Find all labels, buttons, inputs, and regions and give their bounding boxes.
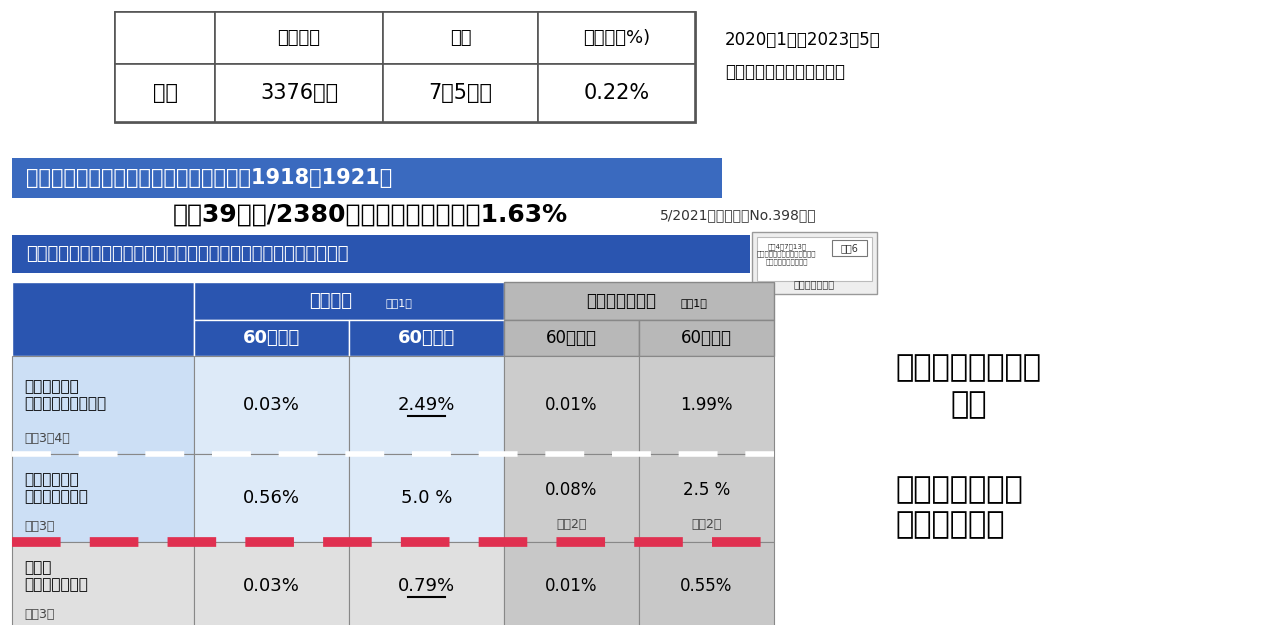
Text: 2.5 %: 2.5 % bbox=[682, 481, 730, 499]
Text: （注3）: （注3） bbox=[24, 519, 54, 532]
Text: 新型コロナ・
デルタ株流行期: 新型コロナ・ デルタ株流行期 bbox=[24, 472, 88, 504]
Bar bbox=[832, 240, 867, 256]
Text: （参考）致死率: （参考）致死率 bbox=[586, 292, 657, 310]
Bar bbox=[504, 454, 639, 542]
Text: 0.01%: 0.01% bbox=[545, 396, 598, 414]
Text: 0.79%: 0.79% bbox=[398, 577, 456, 595]
Bar bbox=[195, 282, 504, 320]
Text: マスク・手洗いの: マスク・手洗いの bbox=[895, 354, 1041, 382]
Bar bbox=[115, 12, 695, 122]
Text: 60歳以上: 60歳以上 bbox=[398, 329, 456, 347]
Text: （注3、4）: （注3、4） bbox=[24, 431, 69, 444]
Text: 致死率（%): 致死率（%) bbox=[582, 29, 650, 47]
Text: 5.0 %: 5.0 % bbox=[401, 489, 452, 507]
Text: 新型コロナ・
オミクロン株流行期: 新型コロナ・ オミクロン株流行期 bbox=[24, 379, 106, 411]
Text: 高齢者で高い重: 高齢者で高い重 bbox=[895, 476, 1023, 504]
Text: （注2）: （注2） bbox=[557, 518, 586, 531]
Bar bbox=[538, 64, 695, 122]
Bar bbox=[753, 232, 877, 294]
Bar bbox=[12, 158, 722, 198]
Bar bbox=[12, 542, 195, 625]
Text: 2020年1月〜2023年5月: 2020年1月〜2023年5月 bbox=[724, 31, 881, 49]
Text: 60歳以上: 60歳以上 bbox=[681, 329, 732, 347]
Bar bbox=[349, 542, 504, 625]
Bar bbox=[504, 356, 639, 454]
Bar bbox=[115, 64, 215, 122]
Bar bbox=[504, 282, 774, 320]
Text: 3376万人: 3376万人 bbox=[260, 83, 338, 103]
Text: 死者39万人/2380万人感染者＝致死率1.63%: 死者39万人/2380万人感染者＝致死率1.63% bbox=[173, 203, 567, 227]
Text: 1.99%: 1.99% bbox=[680, 396, 732, 414]
Text: スペイン風邪の国内感染者数と死者数（1918〜1921）: スペイン風邪の国内感染者数と死者数（1918〜1921） bbox=[26, 168, 392, 188]
Bar bbox=[195, 356, 349, 454]
Bar bbox=[639, 454, 774, 542]
Bar bbox=[756, 237, 872, 281]
Bar bbox=[215, 64, 383, 122]
Text: 60歳未満: 60歳未満 bbox=[243, 329, 300, 347]
Bar bbox=[195, 320, 349, 356]
Text: 令和4年7月13日
新型コロナウイルス感染症対策
アドバイザリーボード: 令和4年7月13日 新型コロナウイルス感染症対策 アドバイザリーボード bbox=[756, 243, 817, 265]
Bar bbox=[349, 454, 504, 542]
Bar bbox=[383, 64, 538, 122]
Bar bbox=[12, 235, 750, 273]
Text: 死亡: 死亡 bbox=[449, 29, 471, 47]
Text: 0.03%: 0.03% bbox=[243, 396, 300, 414]
Bar bbox=[349, 320, 504, 356]
Text: 0.08%: 0.08% bbox=[545, 481, 598, 499]
Text: 推奨: 推奨 bbox=[950, 391, 987, 419]
Text: 5/2021　複十字　No.398より: 5/2021 複十字 No.398より bbox=[660, 208, 817, 222]
Bar bbox=[504, 320, 639, 356]
Text: 季節性
インフルエンザ: 季節性 インフルエンザ bbox=[24, 560, 88, 592]
Text: 0.56%: 0.56% bbox=[243, 489, 300, 507]
Bar bbox=[504, 542, 639, 625]
Bar bbox=[12, 282, 195, 356]
Bar bbox=[115, 12, 215, 64]
Text: （注1）: （注1） bbox=[681, 298, 708, 308]
Text: 厚労省データ（梶原計算）: 厚労省データ（梶原計算） bbox=[724, 63, 845, 81]
Text: （注2）: （注2） bbox=[691, 518, 722, 531]
Text: 60歳未満: 60歳未満 bbox=[547, 329, 596, 347]
Text: 重症化率: 重症化率 bbox=[310, 292, 352, 310]
Text: 感染者数: 感染者数 bbox=[278, 29, 320, 47]
Text: 0.22%: 0.22% bbox=[584, 83, 649, 103]
Bar bbox=[639, 542, 774, 625]
Text: 新型コロナウイルスと季節性インフルエンザの重症化率等について: 新型コロナウイルスと季節性インフルエンザの重症化率等について bbox=[26, 245, 348, 263]
Text: 0.03%: 0.03% bbox=[243, 577, 300, 595]
Bar bbox=[349, 356, 504, 454]
Text: 0.01%: 0.01% bbox=[545, 577, 598, 595]
Bar bbox=[383, 12, 538, 64]
Bar bbox=[195, 454, 349, 542]
Text: 資料6: 資料6 bbox=[840, 243, 858, 253]
Text: 7万5千人: 7万5千人 bbox=[429, 83, 493, 103]
Bar bbox=[195, 542, 349, 625]
Bar bbox=[538, 12, 695, 64]
Text: 0.55%: 0.55% bbox=[680, 577, 732, 595]
Text: 2.49%: 2.49% bbox=[398, 396, 456, 414]
Text: 日本: 日本 bbox=[152, 83, 178, 103]
Bar bbox=[639, 320, 774, 356]
Bar bbox=[12, 454, 195, 542]
Bar bbox=[12, 356, 195, 454]
Text: （注3）: （注3） bbox=[24, 608, 54, 621]
Text: 症化、致死率: 症化、致死率 bbox=[895, 511, 1005, 539]
Text: 事務局提出資料: 事務局提出資料 bbox=[794, 279, 835, 289]
Text: （注1）: （注1） bbox=[385, 298, 412, 308]
Bar bbox=[215, 12, 383, 64]
Bar bbox=[639, 356, 774, 454]
